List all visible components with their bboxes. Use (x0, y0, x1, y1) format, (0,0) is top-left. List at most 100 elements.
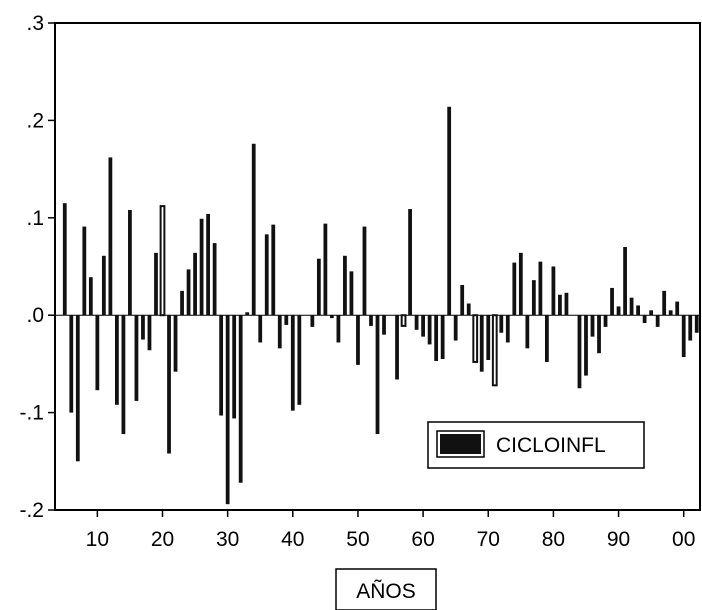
bar-99 (675, 301, 680, 316)
bar-12 (108, 157, 113, 316)
legend-swatch (440, 434, 481, 454)
bar-71 (491, 314, 498, 387)
bar-11 (101, 255, 106, 316)
bar-54 (382, 315, 386, 335)
bar-86 (590, 315, 595, 337)
legend-entry-cicloinfl: CICLOINFL (496, 434, 606, 457)
bar-15 (128, 210, 132, 316)
bar-61 (427, 315, 432, 345)
bar-40 (290, 315, 295, 411)
bar-34 (251, 143, 256, 316)
bar-39 (284, 315, 289, 325)
bar-93 (636, 305, 640, 316)
bar-44 (316, 258, 321, 316)
bar-18 (147, 315, 152, 351)
bar-67 (466, 303, 471, 316)
bar-65 (453, 315, 458, 341)
bar-29 (219, 315, 224, 416)
bar-46 (330, 315, 334, 319)
bar-16 (134, 315, 139, 401)
bar-26 (199, 218, 204, 316)
bar-50 (356, 315, 360, 365)
y-tick-label: -.2 (19, 499, 44, 522)
bar-5 (62, 203, 67, 316)
bar-66 (460, 285, 465, 316)
bar-76 (525, 315, 530, 349)
y-tick-label: .1 (26, 207, 44, 230)
bar-33 (245, 312, 250, 316)
bar-14 (121, 315, 126, 435)
bar-8 (82, 226, 87, 316)
bar-21 (167, 315, 171, 454)
bar-88 (603, 315, 608, 327)
bar-20 (159, 205, 166, 317)
bar-38 (277, 315, 282, 349)
bar-13 (115, 315, 119, 405)
x-tick-label: 50 (346, 528, 369, 551)
bar-97 (662, 290, 667, 316)
bar-73 (505, 315, 510, 343)
x-tick-label: 40 (281, 528, 304, 551)
bar-63 (440, 315, 445, 360)
x-axis-title-box (335, 568, 437, 610)
bar-19 (154, 252, 158, 316)
bar-77 (531, 280, 536, 316)
bar-89 (610, 287, 614, 316)
bar-90 (616, 306, 621, 316)
bar-47 (336, 315, 341, 343)
bar-85 (584, 315, 588, 376)
bar-43 (310, 315, 315, 327)
bar-81 (558, 294, 562, 316)
bar-64 (447, 106, 452, 316)
x-tick-label: 90 (607, 528, 630, 551)
x-tick-label: 20 (151, 528, 174, 551)
bar-72 (499, 315, 504, 333)
bar-6 (69, 315, 74, 413)
bar-24 (186, 269, 191, 316)
plot-frame (54, 22, 701, 511)
legend: CICLOINFL (427, 421, 645, 469)
bar-96 (655, 315, 660, 327)
bar-95 (649, 310, 654, 316)
y-tick-label: -.1 (19, 402, 44, 425)
bar-80 (551, 266, 556, 316)
bar-10 (95, 315, 100, 391)
bar-84 (577, 315, 582, 389)
bar-68 (472, 314, 479, 363)
bar-9 (88, 277, 93, 316)
bar-52 (369, 315, 373, 326)
bar-92 (629, 297, 634, 316)
bar-102 (694, 315, 699, 333)
bar-58 (408, 209, 412, 316)
bar-79 (545, 315, 549, 362)
bar-57 (400, 314, 407, 327)
bar-36 (264, 234, 269, 316)
bar-53 (375, 315, 380, 435)
bar-41 (297, 315, 302, 405)
bar-27 (206, 213, 210, 316)
x-tick-label: 00 (672, 528, 695, 551)
bar-48 (343, 255, 347, 316)
bar-35 (258, 315, 263, 343)
bar-32 (238, 315, 243, 483)
x-tick-label: 70 (477, 528, 500, 551)
bar-98 (668, 310, 673, 316)
bar-31 (232, 315, 237, 419)
bar-30 (225, 315, 230, 505)
bar-70 (486, 315, 491, 360)
y-tick-label: .3 (26, 12, 44, 35)
bar-17 (141, 315, 145, 340)
bar-78 (538, 261, 543, 316)
bar-87 (597, 315, 601, 354)
x-axis-label: AÑOS (356, 579, 416, 603)
bar-25 (193, 252, 197, 316)
bar-62 (434, 315, 439, 361)
bar-60 (421, 315, 425, 337)
bar-28 (212, 243, 217, 316)
bar-94 (642, 315, 647, 323)
y-tick-label: .0 (26, 304, 44, 327)
x-axis-title: AÑOS (335, 568, 437, 610)
bar-22 (173, 315, 178, 372)
bar-56 (395, 315, 399, 380)
